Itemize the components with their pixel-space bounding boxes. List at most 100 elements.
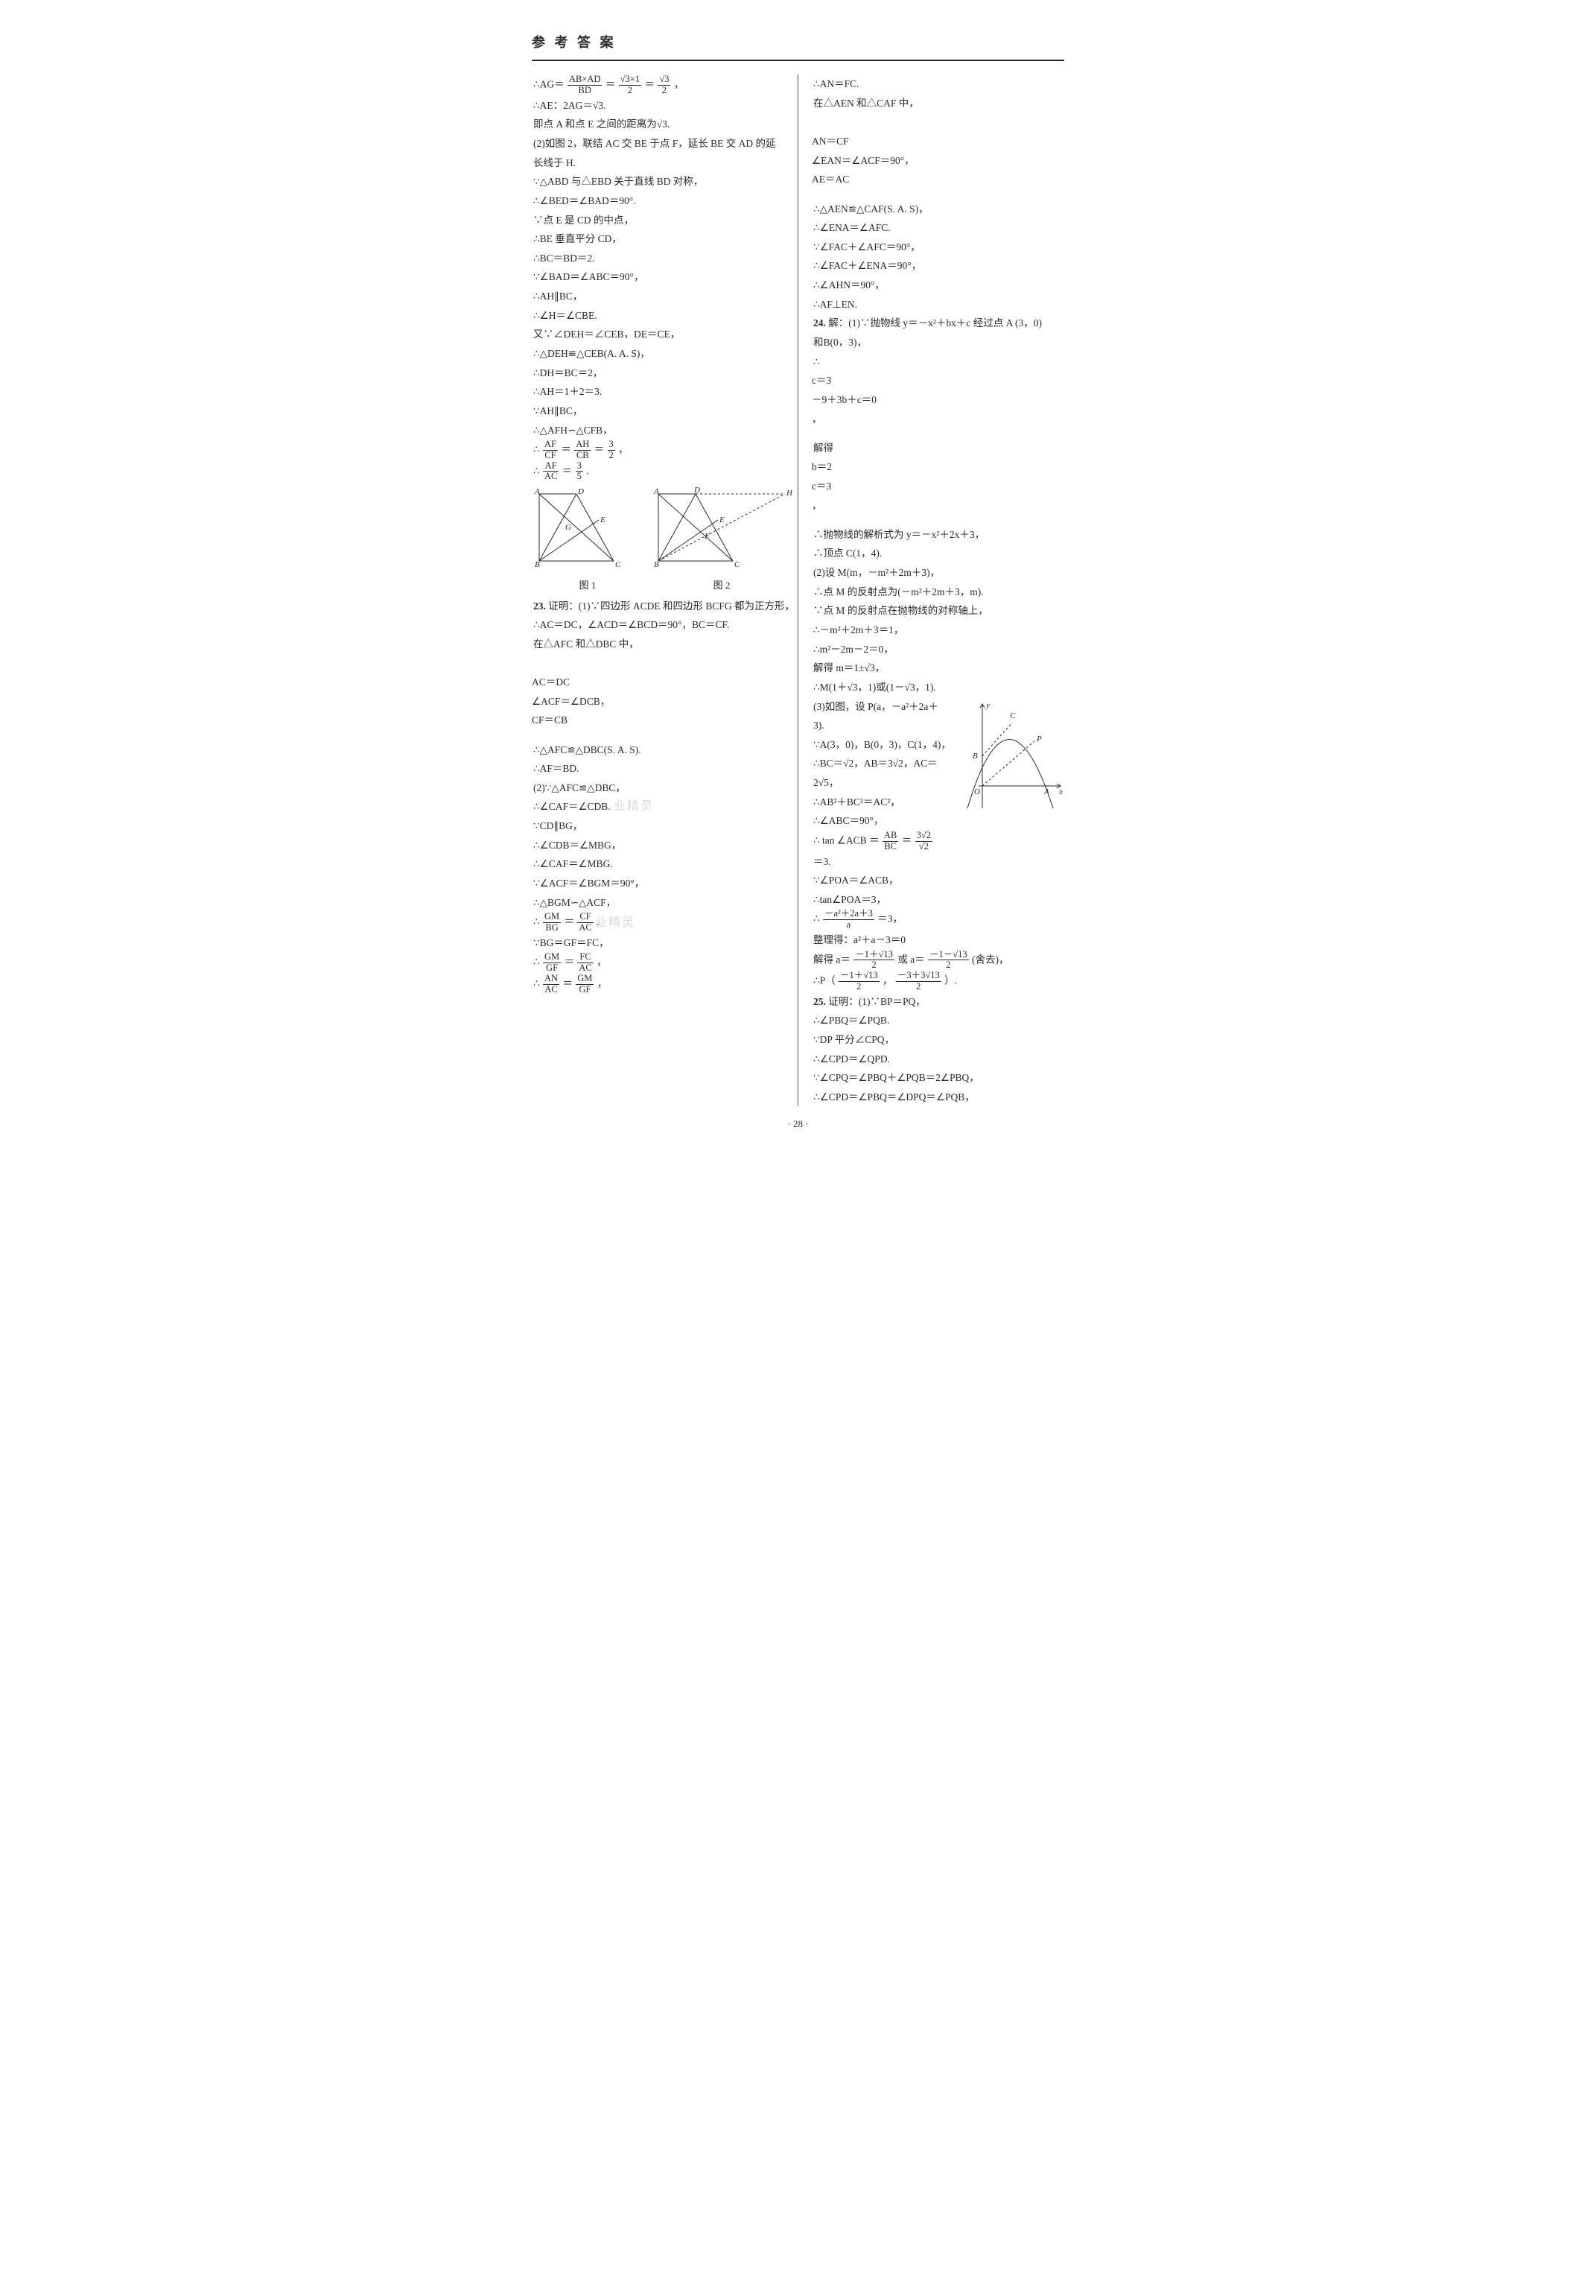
fraction: －1＋√132 (853, 950, 894, 971)
fig2-svg: A D H B C E F (651, 486, 792, 568)
line: ∴ ANAC ＝ GMGF ， (532, 974, 784, 995)
fig1-svg: A D B C G E (532, 486, 643, 568)
line: ∴∠CPD＝∠QPD. (812, 1050, 1064, 1069)
text: ， (597, 957, 607, 968)
brace-line: AN＝CF (812, 132, 1064, 151)
figure-1: A D B C G E 图 1 (532, 486, 643, 594)
fraction: －1＋√132 (839, 971, 880, 992)
line: 和B(0，3)， (812, 333, 1064, 352)
svg-text:H: H (786, 489, 792, 498)
svg-text:F: F (704, 532, 710, 541)
line: ∴ AFCF ＝ AHCB ＝ 32 ， (532, 440, 784, 461)
line: ∴△AFH∽△CFB， (532, 421, 784, 440)
line: ∴AG＝ AB×ADBD ＝ √3×12 ＝ √32 ， (532, 74, 784, 96)
line: ∴∠BED＝∠BAD＝90°. (532, 191, 784, 211)
text: ∴ (533, 916, 540, 927)
text: ＝ (561, 444, 571, 455)
line: ∴DH＝BC＝2， (532, 364, 784, 383)
svg-text:C: C (1010, 711, 1016, 720)
fraction: ABBC (883, 831, 898, 852)
text: ， (812, 500, 822, 511)
svg-text:C: C (615, 560, 621, 568)
line: ∴P（ －1＋√132 ， －3＋3√132 ）. (812, 971, 1064, 992)
line: ∴BE 垂直平分 CD， (532, 229, 784, 249)
fraction: GMGF (543, 952, 561, 974)
line: ∵∠FAC＋∠AFC＝90°， (812, 238, 1064, 257)
text: ∴P（ (813, 974, 836, 986)
line: ∴∠CDB＝∠MBG， (532, 836, 784, 855)
text: ＝ (644, 79, 655, 90)
left-column: ∴AG＝ AB×ADBD ＝ √3×12 ＝ √32 ， ∴AE：2AG＝√3.… (532, 74, 784, 1106)
line: ∴△AEN≌△CAF(S. A. S)， (812, 200, 1064, 219)
fraction: AFAC (543, 461, 559, 483)
fig2-caption: 图 2 (651, 577, 792, 595)
line: 25. 证明：(1)∵BP＝PQ， (812, 992, 1064, 1012)
svg-text:x: x (1058, 787, 1063, 796)
brace-line: CF＝CB (532, 711, 784, 730)
text: ∴ (813, 356, 820, 367)
line: ∴∠H＝∠CBE. (532, 306, 784, 326)
text: ∴ (533, 957, 540, 968)
fraction: 32 (608, 440, 615, 461)
line: 在△AEN 和△CAF 中， (812, 94, 1064, 113)
line: ∴AN＝FC. (812, 74, 1064, 94)
brace-line: AE＝AC (812, 170, 1064, 189)
line: ∴点 M 的反射点为(－m²＋2m＋3，m). (812, 583, 1064, 602)
text: ， (883, 974, 893, 986)
brace-line: b＝2 (812, 457, 1064, 477)
line: ∴ AFAC ＝ 35 . (532, 461, 784, 483)
text: ∴ (533, 977, 540, 989)
text: ∴ tan ∠ACB ＝ (813, 834, 882, 846)
svg-text:B: B (654, 560, 659, 568)
line: 解得 (812, 439, 1064, 458)
line: ∴ －a²＋2a＋3a ＝3， (812, 909, 1064, 930)
line: ∴∠PBQ＝∠PQB. (812, 1011, 1064, 1030)
svg-text:A: A (653, 487, 659, 496)
line: ∴－m²＋2m＋3＝1， (812, 621, 1064, 640)
text: ＝3， (877, 913, 903, 925)
page-header: 参 考 答 案 (532, 30, 1064, 61)
line: ∵DP 平分∠CPQ， (812, 1030, 1064, 1050)
text: ＝ (565, 957, 575, 968)
line: ∵CD∥BG， (532, 816, 784, 836)
line: 解得 m＝1±√3， (812, 659, 1064, 678)
line: ∵AH∥BC， (532, 402, 784, 421)
fraction: ANAC (543, 974, 559, 995)
fraction: FCAC (577, 952, 593, 974)
svg-text:E: E (719, 516, 725, 524)
line: 23. 证明：(1)∵四边形 ACDE 和四边形 BCFG 都为正方形， (532, 597, 784, 616)
line: ∴m²－2m－2＝0， (812, 640, 1064, 659)
line: ∴ GMGF ＝ FCAC ， (532, 952, 784, 974)
watermark: 业精灵 (595, 912, 635, 934)
svg-text:y: y (985, 701, 990, 710)
text: ＝ (605, 79, 616, 90)
text: 解得 a＝ (813, 954, 851, 965)
brace-line: ∠ACF＝∠DCB， (532, 692, 784, 711)
fraction: －a²＋2a＋3a (823, 909, 874, 930)
line: 在△AFC 和△DBC 中， (532, 635, 784, 654)
text: ∴AG＝ (533, 79, 565, 90)
fig3-svg: O A x y B C P (964, 700, 1064, 812)
svg-text:B: B (535, 560, 540, 568)
line: 即点 A 和点 E 之间的距离为√3. (532, 115, 784, 134)
line: ∴∠ENA＝∠AFC. (812, 218, 1064, 238)
line: (2)∵△AFC≌△DBC， (532, 778, 784, 798)
figure-row: A D B C G E 图 1 (532, 486, 784, 594)
brace-line: c＝3 (812, 371, 1064, 390)
svg-text:D: D (577, 487, 584, 496)
two-column-layout: ∴AG＝ AB×ADBD ＝ √3×12 ＝ √32 ， ∴AE：2AG＝√3.… (532, 74, 1064, 1106)
brace-line: －9＋3b＋c＝0 (812, 390, 1064, 410)
text: 证明：(1)∵BP＝PQ， (826, 996, 926, 1007)
text: ∴ (813, 913, 820, 925)
line: ∴△AFC≌△DBC(S. A. S). (532, 741, 784, 760)
fraction: －1－√132 (928, 950, 969, 971)
line: ∴抛物线的解析式为 y＝－x²＋2x＋3， (812, 525, 1064, 545)
svg-text:B: B (973, 752, 978, 761)
line: ∴ (812, 352, 1064, 372)
line: ∴BC＝BD＝2. (532, 249, 784, 268)
fraction: AFCF (543, 440, 558, 461)
brace-line: ∠EAN＝∠ACF＝90°， (812, 151, 1064, 171)
text: 解得 (813, 443, 833, 454)
line: ∴AE：2AG＝√3. (532, 96, 784, 115)
question-number-24: 24. (813, 317, 826, 329)
